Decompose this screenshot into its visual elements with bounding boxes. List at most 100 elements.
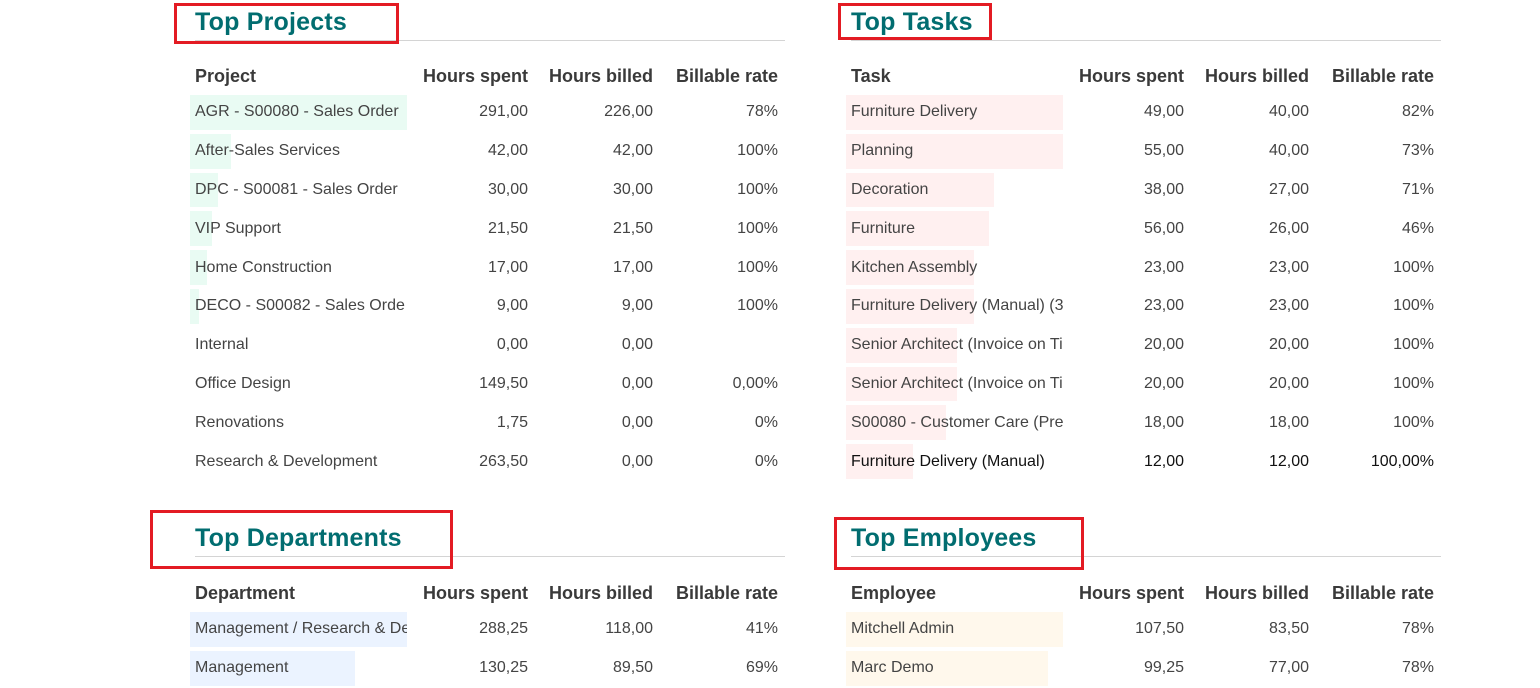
column-header-department[interactable]: Department — [195, 582, 296, 603]
table-row[interactable]: DPC - S00081 - Sales Order 30,00 30,00 100% — [190, 171, 782, 210]
hours-billed-cell: 0,00 — [621, 374, 653, 392]
table-row[interactable]: Senior Architect (Invoice on Ti 20,00 20,0… — [846, 326, 1438, 365]
row-name-cell[interactable]: Management / Research & De — [190, 610, 407, 649]
row-name-cell[interactable]: S00080 - Customer Care (Pre — [846, 403, 1063, 442]
table-row[interactable]: Senior Architect (Invoice on Ti 20,00 20,0… — [846, 365, 1438, 404]
row-name-cell[interactable]: Furniture Delivery — [846, 93, 1063, 132]
row-value-bar — [846, 366, 957, 402]
row-value-bar — [846, 172, 994, 208]
row-name-cell[interactable]: Renovations — [190, 403, 407, 442]
hours-spent-cell: 99,25 — [1143, 659, 1184, 677]
row-name: DECO - S00082 - Sales Orde — [195, 297, 405, 315]
table-row[interactable]: Office Design 149,50 0,00 0,00% — [190, 365, 782, 404]
row-name-cell[interactable]: Mitchell Admin — [846, 610, 1063, 649]
table-row[interactable]: Marc Demo 99,25 77,00 78% — [846, 649, 1438, 688]
row-name: Marc Demo — [851, 659, 934, 677]
table-row[interactable]: Research & Development 263,50 0,00 0% — [190, 442, 782, 481]
row-value-bar — [846, 250, 974, 285]
column-header-billable-rate[interactable]: Billable rate — [1331, 65, 1434, 86]
row-name-cell[interactable]: Kitchen Assembly — [846, 248, 1063, 287]
table-row[interactable]: Furniture Delivery (Manual) 12,00 12,00 100… — [846, 442, 1438, 481]
table-row[interactable]: VIP Support 21,50 21,50 100% — [190, 209, 782, 248]
table-row[interactable]: Renovations 1,75 0,00 0% — [190, 403, 782, 442]
column-header-hours-spent[interactable]: Hours spent — [1078, 65, 1184, 86]
column-header-hours-billed[interactable]: Hours billed — [1204, 65, 1309, 86]
billable-rate-cell: 46% — [1401, 219, 1434, 237]
row-name: Furniture Delivery (Manual) (3 — [851, 297, 1063, 315]
row-name-cell[interactable]: Marc Demo — [846, 649, 1063, 688]
billable-rate-cell: 100% — [737, 297, 778, 315]
row-name-cell[interactable]: Management — [190, 649, 407, 688]
hours-spent-cell: 55,00 — [1143, 142, 1184, 160]
row-name-cell[interactable]: VIP Support — [190, 209, 407, 248]
column-header-billable-rate[interactable]: Billable rate — [675, 65, 778, 86]
top-departments-table: Department Hours spent Hours billed Bill… — [190, 576, 782, 688]
hours-spent-cell: 130,25 — [479, 659, 528, 677]
table-row[interactable]: S00080 - Customer Care (Pre 18,00 18,00 100… — [846, 403, 1438, 442]
table-row[interactable]: AGR - S00080 - Sales Order 291,00 226,00 78… — [190, 93, 782, 132]
row-name-cell[interactable]: Furniture — [846, 209, 1063, 248]
table-row[interactable]: Mitchell Admin 107,50 83,50 78% — [846, 610, 1438, 649]
table-row[interactable]: Furniture 56,00 26,00 46% — [846, 209, 1438, 248]
row-name-cell[interactable]: DECO - S00082 - Sales Orde — [190, 287, 407, 326]
row-name-cell[interactable]: Furniture Delivery (Manual) (3 — [846, 287, 1063, 326]
row-name: VIP Support — [195, 219, 281, 237]
table-row[interactable]: Home Construction 17,00 17,00 100% — [190, 248, 782, 287]
row-name-cell[interactable]: Senior Architect (Invoice on Ti — [846, 365, 1063, 404]
top-employees-divider — [851, 556, 1441, 557]
row-name-cell[interactable]: DPC - S00081 - Sales Order — [190, 171, 407, 210]
hours-billed-cell: 226,00 — [604, 103, 653, 121]
top-departments-highlight — [150, 510, 453, 569]
billable-rate-cell: 41% — [745, 620, 778, 638]
row-name-cell[interactable]: AGR - S00080 - Sales Order — [190, 93, 407, 132]
row-name-cell[interactable]: Planning — [846, 132, 1063, 171]
top-tasks-highlight — [838, 3, 992, 40]
column-header-billable-rate[interactable]: Billable rate — [675, 582, 778, 603]
row-name-cell[interactable]: Home Construction — [190, 248, 407, 287]
top-tasks-table: Task Hours spent Hours billed Billable r… — [846, 59, 1438, 481]
row-name: After-Sales Services — [195, 142, 340, 160]
top-employees-title: Top Employees — [851, 524, 1037, 552]
table-row[interactable]: DECO - S00082 - Sales Orde 9,00 9,00 100% — [190, 287, 782, 326]
hours-billed-cell: 89,50 — [612, 659, 653, 677]
column-header-hours-billed[interactable]: Hours billed — [1204, 582, 1309, 603]
top-employees-highlight — [834, 517, 1084, 570]
column-header-task[interactable]: Task — [851, 65, 891, 86]
row-name-cell[interactable]: After-Sales Services — [190, 132, 407, 171]
hours-billed-cell: 27,00 — [1268, 180, 1309, 198]
column-header-billable-rate[interactable]: Billable rate — [1331, 582, 1434, 603]
column-header-hours-spent[interactable]: Hours spent — [1078, 582, 1184, 603]
billable-rate-cell: 78% — [1401, 659, 1434, 677]
hours-billed-cell: 18,00 — [1268, 413, 1309, 431]
table-row[interactable]: Management / Research & De 288,25 118,00 41… — [190, 610, 782, 649]
table-row[interactable]: Furniture Delivery (Manual) (3 23,00 23,00… — [846, 287, 1438, 326]
table-row[interactable]: Decoration 38,00 27,00 71% — [846, 171, 1438, 210]
billable-rate-cell: 100% — [1393, 413, 1434, 431]
row-value-bar — [846, 650, 1048, 686]
row-name-cell[interactable]: Furniture Delivery (Manual) — [846, 442, 1063, 481]
row-value-bar — [846, 133, 1063, 169]
table-row[interactable]: Management 130,25 89,50 69% — [190, 649, 782, 688]
row-name-cell[interactable]: Senior Architect (Invoice on Ti — [846, 326, 1063, 365]
table-row[interactable]: Furniture Delivery 49,00 40,00 82% — [846, 93, 1438, 132]
column-header-hours-billed[interactable]: Hours billed — [548, 65, 653, 86]
column-header-employee[interactable]: Employee — [851, 582, 937, 603]
row-name: Mitchell Admin — [851, 620, 955, 638]
row-name-cell[interactable]: Research & Development — [190, 442, 407, 481]
row-value-bar — [190, 288, 199, 324]
table-row[interactable]: Planning 55,00 40,00 73% — [846, 132, 1438, 171]
column-header-hours-billed[interactable]: Hours billed — [548, 582, 653, 603]
row-name-cell[interactable]: Decoration — [846, 171, 1063, 210]
table-row[interactable]: Internal 0,00 0,00 — [190, 326, 782, 365]
billable-rate-cell — [657, 326, 782, 365]
row-name: Decoration — [851, 180, 929, 198]
column-header-project[interactable]: Project — [195, 65, 257, 86]
billable-rate-cell: 78% — [1401, 620, 1434, 638]
row-name-cell[interactable]: Internal — [190, 326, 407, 365]
table-row[interactable]: Kitchen Assembly 23,00 23,00 100% — [846, 248, 1438, 287]
row-name-cell[interactable]: Office Design — [190, 365, 407, 404]
table-row[interactable]: After-Sales Services 42,00 42,00 100% — [190, 132, 782, 171]
column-header-hours-spent[interactable]: Hours spent — [422, 65, 528, 86]
column-header-hours-spent[interactable]: Hours spent — [422, 582, 528, 603]
top-projects-title: Top Projects — [195, 8, 347, 36]
